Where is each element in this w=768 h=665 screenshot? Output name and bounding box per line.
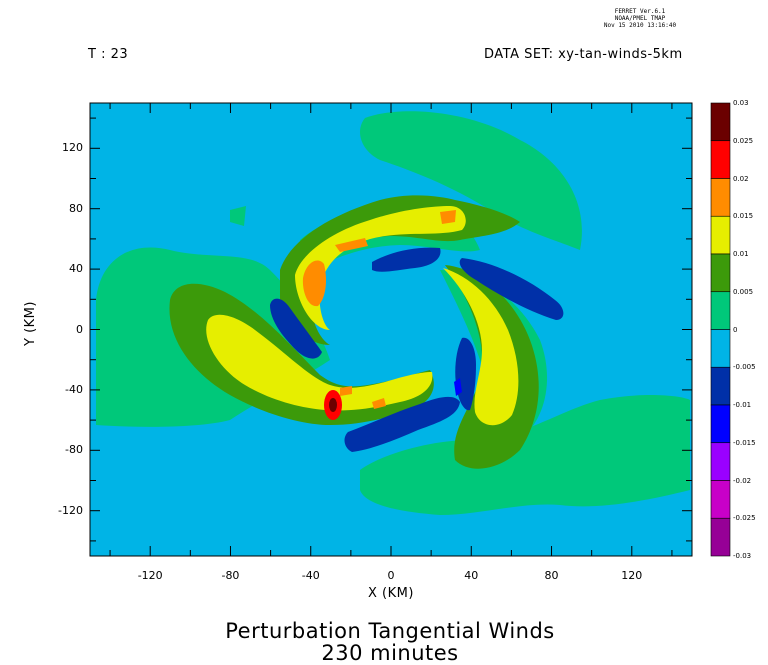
ferret-date: Nov 15 2010 13:16:40 bbox=[603, 22, 677, 29]
dataset-label: DATA SET: xy-tan-winds-5km bbox=[484, 47, 683, 62]
colorbar-swatch bbox=[710, 102, 731, 142]
colorbar-swatch bbox=[710, 480, 731, 519]
contour-positive-strong bbox=[206, 206, 519, 426]
x-tick-label: -80 bbox=[221, 569, 240, 582]
colorbar-level-label: -0.02 bbox=[733, 476, 752, 485]
ferret-stamp: FERRET Ver.6.1 NOAA/PMEL TMAP Nov 15 201… bbox=[600, 8, 680, 29]
ferret-org: NOAA/PMEL TMAP bbox=[614, 15, 666, 22]
colorbar-level-label: 0.01 bbox=[733, 250, 749, 258]
x-tick-label: 80 bbox=[544, 569, 559, 582]
x-tick-label: 40 bbox=[464, 569, 479, 582]
colorbar-swatch bbox=[710, 404, 731, 444]
contour-negative-mid bbox=[270, 247, 564, 452]
y-tick-label: 0 bbox=[76, 322, 83, 336]
y-tick-label: -120 bbox=[58, 503, 83, 517]
y-tick-label: 120 bbox=[62, 141, 83, 155]
contour-field bbox=[90, 103, 692, 556]
colorbar-level-label: -0.015 bbox=[733, 438, 756, 447]
colorbar-swatch bbox=[710, 140, 731, 179]
y-tick-label: -80 bbox=[65, 443, 83, 457]
colorbar-level-label: 0.02 bbox=[733, 174, 749, 183]
colorbar-swatch bbox=[710, 366, 731, 406]
x-tick-label: 0 bbox=[387, 569, 395, 582]
x-tick-label: -120 bbox=[137, 569, 163, 582]
colorbar-level-label: 0.025 bbox=[733, 136, 754, 145]
chart-title: Perturbation Tangential Winds 230 minute… bbox=[180, 620, 600, 664]
colorbar-swatch bbox=[710, 329, 731, 368]
colorbar-swatch bbox=[710, 215, 731, 255]
colorbar-level-label: 0.015 bbox=[733, 212, 754, 221]
contour-negative-strong bbox=[454, 378, 462, 396]
y-tick-label: 40 bbox=[69, 262, 83, 276]
colorbar-level-label: 0.03 bbox=[733, 99, 749, 107]
colorbar-level-label: -0.025 bbox=[733, 514, 756, 523]
colorbar-level-label: 0.005 bbox=[733, 287, 754, 296]
axis-ticks bbox=[90, 103, 692, 556]
colorbar-swatch bbox=[710, 253, 731, 293]
x-tick-label: 120 bbox=[621, 569, 643, 582]
colorbar-level-label: -0.03 bbox=[733, 552, 752, 560]
x-tick-label: -40 bbox=[301, 569, 320, 582]
colorbar-level-label: -0.005 bbox=[733, 363, 756, 372]
colorbar-swatch bbox=[710, 517, 731, 557]
colorbar-level-label: 0 bbox=[733, 325, 738, 334]
contour-positive-max bbox=[329, 398, 337, 412]
colorbar-level-label: -0.01 bbox=[733, 401, 752, 409]
ferret-version: FERRET Ver.6.1 bbox=[614, 8, 666, 15]
colorbar-swatch bbox=[710, 291, 731, 330]
colorbar bbox=[710, 102, 731, 557]
chart-title-line: Perturbation Tangential Winds bbox=[225, 619, 555, 643]
colorbar-swatch bbox=[710, 178, 731, 217]
x-axis-label: X (KM) bbox=[368, 586, 414, 601]
time-label: T : 23 bbox=[88, 47, 129, 62]
y-tick-label: -40 bbox=[65, 382, 83, 396]
chart-subtitle-line: 230 minutes bbox=[321, 641, 459, 665]
colorbar-swatch bbox=[710, 442, 731, 481]
y-tick-label: 80 bbox=[69, 201, 83, 215]
y-axis-label: Y (KM) bbox=[23, 301, 38, 346]
contour-positive-high bbox=[302, 210, 456, 409]
